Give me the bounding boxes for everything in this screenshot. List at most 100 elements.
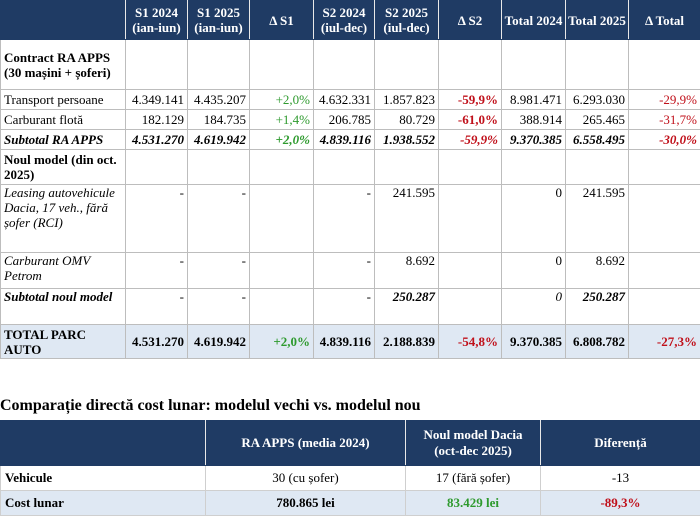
delta-cell: +2,0%: [249, 89, 314, 110]
row-label: Subtotal noul model: [0, 288, 126, 325]
row-label: Cost lunar: [0, 490, 206, 516]
delta-cell: [249, 288, 314, 325]
cell: 2.188.839: [374, 324, 439, 359]
header-delta-s2: Δ S2: [438, 0, 502, 40]
header-label: [0, 420, 206, 466]
cell: 4.619.942: [187, 129, 250, 150]
delta-cell: -30,0%: [628, 129, 700, 150]
header-label: [0, 0, 126, 40]
cell: -13: [540, 465, 700, 491]
delta-cell: [438, 252, 502, 289]
subtotal-row-ra-apps: Subtotal RA APPS 4.531.270 4.619.942 +2,…: [0, 129, 700, 150]
delta-cell: +1,4%: [249, 109, 314, 130]
delta-cell: -31,7%: [628, 109, 700, 130]
cell: 80.729: [374, 109, 439, 130]
table-header-row: RA APPS (media 2024) Noul model Dacia (o…: [0, 420, 700, 466]
cell: 250.287: [565, 288, 629, 325]
row-label: Subtotal RA APPS: [0, 129, 126, 150]
section-title: Comparație directă cost lunar: modelul v…: [0, 397, 421, 414]
delta-cell: [438, 288, 502, 325]
row-label: Carburant flotă: [0, 109, 126, 130]
cell: -89,3%: [540, 490, 700, 516]
cell: 4.839.116: [313, 324, 375, 359]
delta-cell: [628, 288, 700, 325]
table-row: Carburant OMV Petrom - - - 8.692 0 8.692: [0, 252, 700, 289]
cell: 4.435.207: [187, 89, 250, 110]
cell: 8.981.471: [501, 89, 566, 110]
cell: -: [187, 288, 250, 325]
cell: 241.595: [374, 184, 439, 253]
header-total-2024: Total 2024: [501, 0, 566, 40]
cell: 30 (cu șofer): [205, 465, 406, 491]
cell: 8.692: [374, 252, 439, 289]
delta-cell: -27,3%: [628, 324, 700, 359]
row-label: TOTAL PARC AUTO: [0, 324, 126, 359]
delta-cell: [438, 184, 502, 253]
cell: 1.857.823: [374, 89, 439, 110]
cell: -: [187, 184, 250, 253]
delta-cell: [628, 184, 700, 253]
cell: 4.632.331: [313, 89, 375, 110]
header-delta-total: Δ Total: [628, 0, 700, 40]
cell: 9.370.385: [501, 324, 566, 359]
cell: -: [313, 288, 375, 325]
cell: 4.349.141: [125, 89, 188, 110]
delta-cell: -29,9%: [628, 89, 700, 110]
cell: -: [125, 252, 188, 289]
delta-cell: +2,0%: [249, 324, 314, 359]
total-row: TOTAL PARC AUTO 4.531.270 4.619.942 +2,0…: [0, 324, 700, 359]
header-s1-2025: S1 2025 (ian-iun): [187, 0, 250, 40]
table-row: Carburant flotă 182.129 184.735 +1,4% 20…: [0, 109, 700, 130]
monthly-cost-table: RA APPS (media 2024) Noul model Dacia (o…: [0, 420, 700, 516]
delta-cell: -59,9%: [438, 89, 502, 110]
cell: 0: [501, 252, 566, 289]
cell: -: [313, 184, 375, 253]
cell: 4.839.116: [313, 129, 375, 150]
cell: 6.808.782: [565, 324, 629, 359]
cell: -: [125, 184, 188, 253]
table-row: Vehicule 30 (cu șofer) 17 (fără șofer) -…: [0, 465, 700, 491]
cell: -: [125, 288, 188, 325]
delta-cell: [249, 184, 314, 253]
row-label: Carburant OMV Petrom: [0, 252, 126, 289]
cell: 1.938.552: [374, 129, 439, 150]
header-s2-2024: S2 2024 (iul-dec): [313, 0, 375, 40]
cell: 6.558.495: [565, 129, 629, 150]
delta-cell: +2,0%: [249, 129, 314, 150]
table-header-row: S1 2024 (ian-iun) S1 2025 (ian-iun) Δ S1…: [0, 0, 700, 40]
cell: 780.865 lei: [205, 490, 406, 516]
header-s1-2024: S1 2024 (ian-iun): [125, 0, 188, 40]
section-row-new-model: Noul model (din oct. 2025): [0, 149, 700, 185]
cell: 8.692: [565, 252, 629, 289]
delta-cell: -61,0%: [438, 109, 502, 130]
cell: 206.785: [313, 109, 375, 130]
cell: 184.735: [187, 109, 250, 130]
subtotal-row-new-model: Subtotal noul model - - - 250.287 0 250.…: [0, 288, 700, 325]
row-label: Transport persoane: [0, 89, 126, 110]
cell: -: [187, 252, 250, 289]
table-row: Transport persoane 4.349.141 4.435.207 +…: [0, 89, 700, 110]
header-delta-s1: Δ S1: [249, 0, 314, 40]
cell: 4.531.270: [125, 129, 188, 150]
cell: 388.914: [501, 109, 566, 130]
cell: 250.287: [374, 288, 439, 325]
cell: -: [313, 252, 375, 289]
delta-cell: [628, 252, 700, 289]
header-new-model: Noul model Dacia (oct-dec 2025): [405, 420, 541, 466]
section-row-ra-apps: Contract RA APPS (30 mașini + șoferi): [0, 39, 700, 90]
row-label: Vehicule: [0, 465, 206, 491]
cell: 265.465: [565, 109, 629, 130]
header-old-model: RA APPS (media 2024): [205, 420, 406, 466]
delta-cell: -54,8%: [438, 324, 502, 359]
cell: 0: [501, 184, 566, 253]
row-label: Leasing autovehicule Dacia, 17 veh., făr…: [0, 184, 126, 253]
cell: 6.293.030: [565, 89, 629, 110]
section-label: Noul model (din oct. 2025): [0, 149, 126, 185]
cell: 0: [501, 288, 566, 325]
header-s2-2025: S2 2025 (iul-dec): [374, 0, 439, 40]
table-row: Leasing autovehicule Dacia, 17 veh., făr…: [0, 184, 700, 253]
cell: 9.370.385: [501, 129, 566, 150]
cost-comparison-table: S1 2024 (ian-iun) S1 2025 (ian-iun) Δ S1…: [0, 0, 700, 359]
section-label: Contract RA APPS (30 mașini + șoferi): [0, 39, 126, 90]
header-total-2025: Total 2025: [565, 0, 629, 40]
